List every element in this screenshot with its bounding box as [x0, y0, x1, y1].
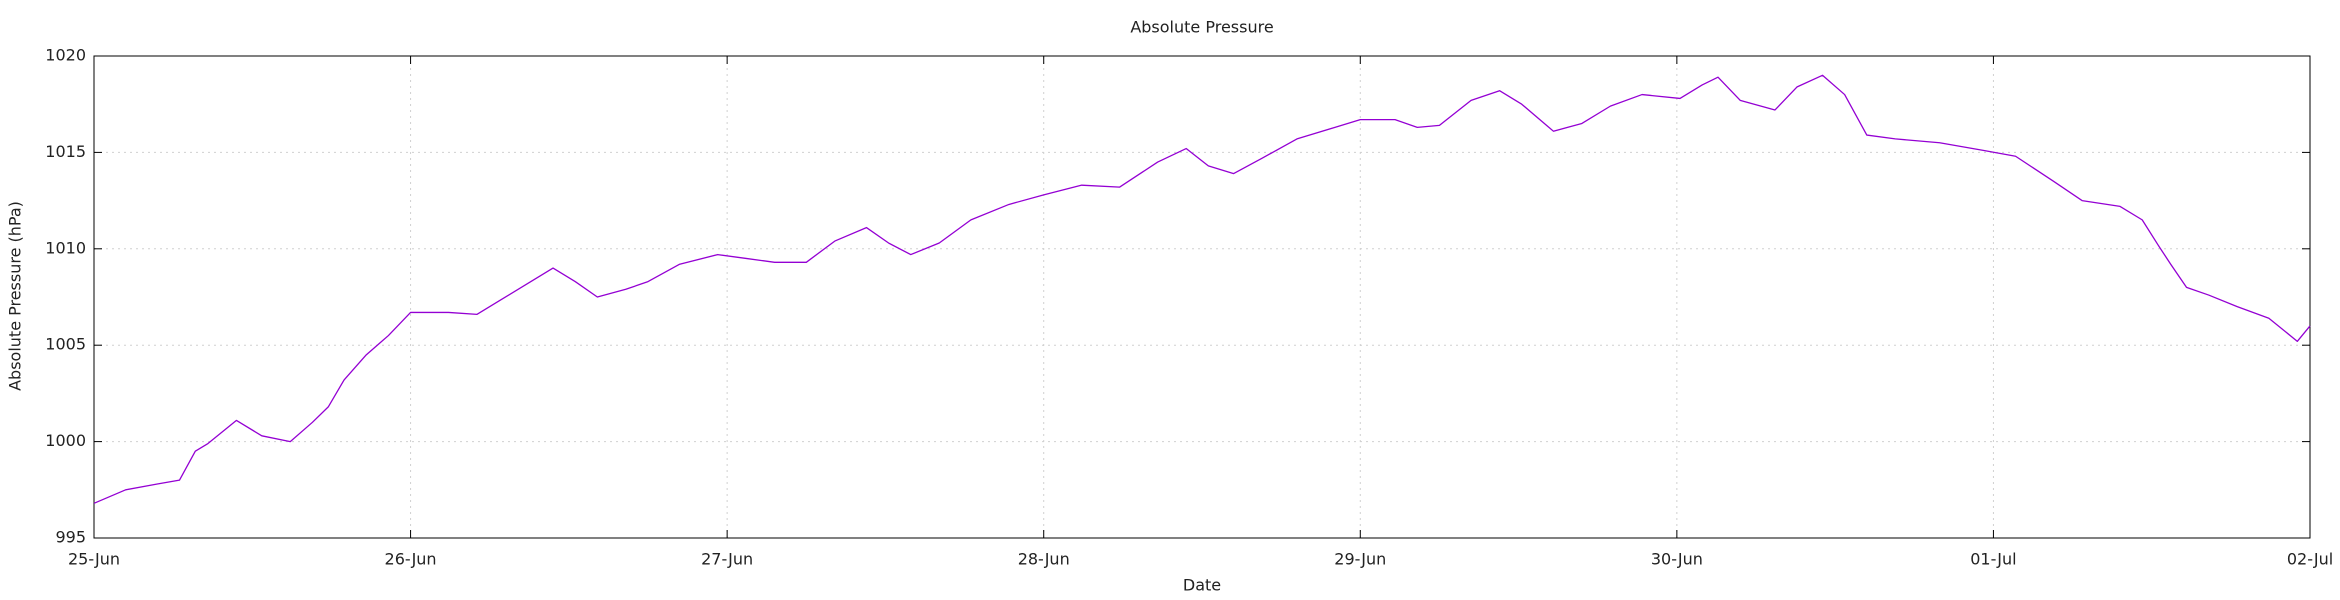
x-tick-label: 01-Jul — [1970, 550, 2016, 569]
x-tick-label: 26-Jun — [385, 550, 437, 569]
y-tick-label: 1005 — [45, 335, 86, 354]
plot-frame — [93, 55, 2311, 539]
y-tick-label: 1000 — [45, 431, 86, 450]
y-axis-label: Absolute Pressure (hPa) — [6, 201, 25, 391]
y-tick-label: 1010 — [45, 238, 86, 257]
x-tick-label: 29-Jun — [1334, 550, 1386, 569]
x-tick-label: 27-Jun — [701, 550, 753, 569]
x-tick-label: 30-Jun — [1651, 550, 1703, 569]
chart-title: Absolute Pressure — [1130, 18, 1273, 37]
x-tick-label: 02-Jul — [2287, 550, 2333, 569]
y-tick-label: 995 — [55, 528, 86, 547]
x-tick-label: 25-Jun — [68, 550, 120, 569]
x-tick-label: 28-Jun — [1018, 550, 1070, 569]
y-tick-label: 1015 — [45, 142, 86, 161]
y-tick-label: 1020 — [45, 46, 86, 65]
line-series — [93, 74, 2311, 504]
x-axis-label: Date — [1183, 576, 1221, 595]
